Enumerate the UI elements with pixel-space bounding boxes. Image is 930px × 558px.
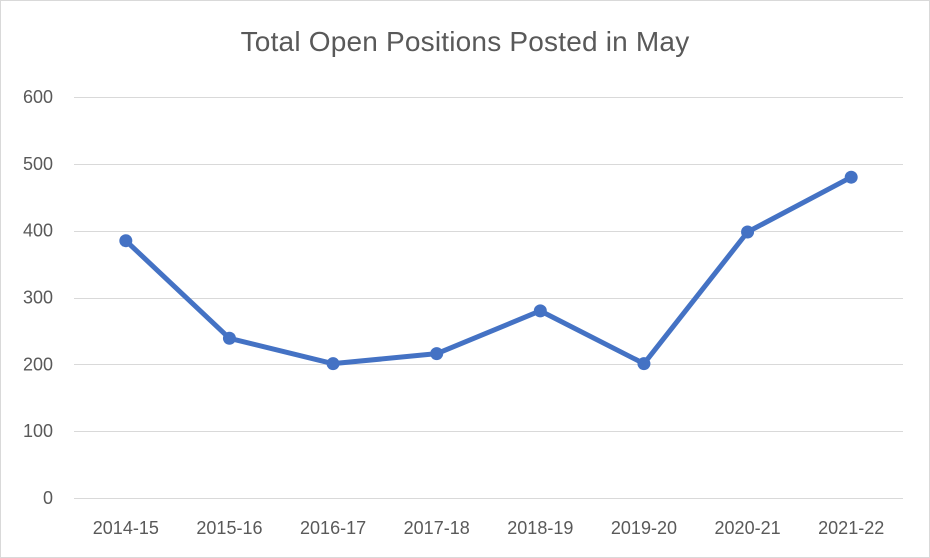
data-point-2019-20	[637, 357, 651, 371]
x-tick-label: 2015-16	[196, 518, 262, 538]
x-tick-label: 2021-22	[818, 518, 884, 538]
y-tick-label: 0	[43, 488, 53, 508]
data-point-2014-15	[119, 234, 133, 248]
x-axis-tick-labels: 2014-15 2015-16 2016-17 2017-18 2018-19 2019-…	[93, 518, 884, 538]
chart-title: Total Open Positions Posted in May	[240, 26, 690, 57]
gridlines	[74, 97, 903, 499]
data-point-2015-16	[222, 331, 236, 345]
data-point-2016-17	[326, 357, 340, 371]
x-tick-label: 2016-17	[300, 518, 366, 538]
x-tick-label: 2018-19	[507, 518, 573, 538]
y-axis-tick-labels: 0 100 200 300 400 500 600	[23, 87, 53, 508]
y-tick-label: 500	[23, 154, 53, 174]
series-line	[123, 174, 854, 367]
x-tick-label: 2020-21	[715, 518, 781, 538]
y-tick-label: 100	[23, 421, 53, 441]
y-tick-label: 600	[23, 87, 53, 107]
series-layer	[119, 170, 858, 371]
x-tick-label: 2019-20	[611, 518, 677, 538]
data-point-2018-19	[533, 304, 547, 318]
data-point-2021-22	[844, 170, 858, 184]
x-tick-label: 2017-18	[404, 518, 470, 538]
data-point-2020-21	[741, 225, 755, 239]
y-tick-label: 300	[23, 288, 53, 308]
y-tick-label: 200	[23, 354, 53, 374]
y-tick-label: 400	[23, 221, 53, 241]
x-tick-label: 2014-15	[93, 518, 159, 538]
data-point-2017-18	[430, 347, 444, 361]
